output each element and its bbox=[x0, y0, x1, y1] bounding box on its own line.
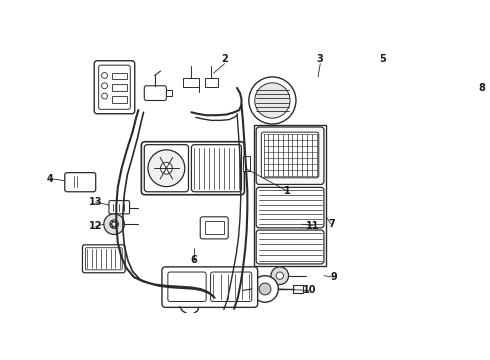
Bar bbox=[167, 90, 172, 96]
Circle shape bbox=[276, 272, 283, 279]
Circle shape bbox=[255, 83, 290, 118]
Circle shape bbox=[148, 150, 185, 186]
Circle shape bbox=[115, 221, 117, 223]
FancyBboxPatch shape bbox=[211, 272, 252, 301]
Circle shape bbox=[116, 223, 118, 225]
Circle shape bbox=[101, 93, 107, 99]
Bar bbox=[112, 96, 126, 103]
FancyBboxPatch shape bbox=[85, 248, 122, 270]
Circle shape bbox=[252, 276, 278, 302]
Circle shape bbox=[101, 83, 107, 89]
Circle shape bbox=[104, 214, 124, 234]
Bar bbox=[183, 78, 199, 87]
Text: 1: 1 bbox=[284, 186, 291, 196]
Text: 10: 10 bbox=[302, 285, 316, 296]
Bar bbox=[254, 125, 326, 266]
FancyBboxPatch shape bbox=[192, 145, 242, 192]
FancyBboxPatch shape bbox=[82, 245, 125, 273]
FancyBboxPatch shape bbox=[261, 132, 319, 178]
Circle shape bbox=[112, 221, 114, 223]
Bar bbox=[293, 284, 303, 293]
Text: 13: 13 bbox=[89, 197, 102, 207]
Text: 9: 9 bbox=[330, 272, 337, 282]
Text: 7: 7 bbox=[328, 219, 335, 229]
Bar bbox=[205, 221, 224, 234]
Text: 5: 5 bbox=[379, 54, 386, 63]
FancyBboxPatch shape bbox=[162, 267, 258, 307]
Circle shape bbox=[101, 72, 107, 78]
Bar bbox=[112, 72, 126, 79]
Text: 8: 8 bbox=[479, 83, 486, 93]
Circle shape bbox=[110, 223, 112, 225]
FancyBboxPatch shape bbox=[256, 127, 324, 184]
FancyBboxPatch shape bbox=[144, 145, 189, 192]
Bar bbox=[112, 84, 126, 91]
FancyBboxPatch shape bbox=[256, 230, 324, 264]
Text: 2: 2 bbox=[221, 54, 228, 63]
FancyBboxPatch shape bbox=[109, 201, 129, 214]
FancyBboxPatch shape bbox=[65, 173, 96, 192]
Bar bbox=[243, 157, 250, 171]
Text: 6: 6 bbox=[190, 255, 197, 265]
FancyBboxPatch shape bbox=[256, 187, 324, 228]
FancyBboxPatch shape bbox=[168, 272, 206, 301]
Circle shape bbox=[115, 226, 117, 228]
Text: 11: 11 bbox=[306, 221, 319, 231]
FancyBboxPatch shape bbox=[141, 142, 245, 195]
Circle shape bbox=[112, 226, 114, 228]
Bar bbox=[205, 78, 218, 87]
FancyBboxPatch shape bbox=[200, 217, 228, 239]
Circle shape bbox=[110, 220, 119, 229]
Text: 12: 12 bbox=[89, 221, 102, 231]
Circle shape bbox=[249, 77, 296, 124]
Text: 3: 3 bbox=[317, 54, 323, 63]
Circle shape bbox=[161, 162, 172, 174]
FancyBboxPatch shape bbox=[98, 65, 130, 109]
Circle shape bbox=[271, 267, 289, 284]
FancyBboxPatch shape bbox=[94, 61, 135, 114]
Circle shape bbox=[259, 283, 271, 295]
Text: 4: 4 bbox=[47, 174, 53, 184]
FancyBboxPatch shape bbox=[144, 86, 167, 100]
